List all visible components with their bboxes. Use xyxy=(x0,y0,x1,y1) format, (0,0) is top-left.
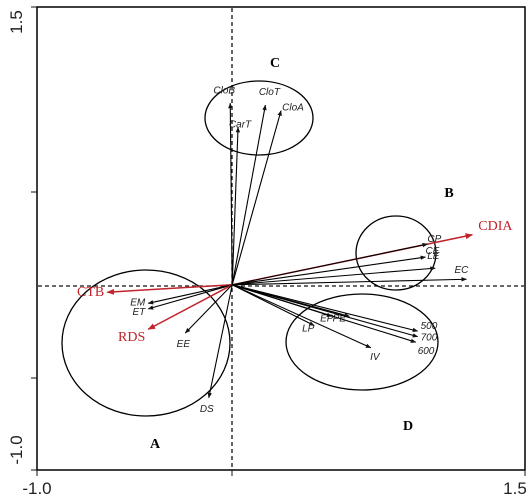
group-ellipse-d xyxy=(285,293,439,391)
vector-arrow-ce xyxy=(232,255,426,286)
group-ellipse-b xyxy=(355,215,437,291)
vector-arrow-ee xyxy=(184,284,233,334)
vector-label-cp: CP xyxy=(427,234,441,245)
vector-label-ec: EC xyxy=(454,265,469,276)
vector-arrow-le xyxy=(232,266,436,286)
vector-arrow-cart xyxy=(231,126,241,285)
group-ellipse-c xyxy=(204,80,314,156)
group-ellipse-a xyxy=(61,269,231,417)
vector-label-ds: DS xyxy=(200,404,214,415)
vector-label-clot: CloT xyxy=(259,87,281,98)
x-tick-label-left: -1.0 xyxy=(22,479,51,498)
vector-label-500: 500 xyxy=(421,321,438,332)
vector-label-ctb: CTB xyxy=(77,285,104,300)
vector-label-le: LE xyxy=(427,251,440,262)
vector-label-em: EM xyxy=(130,297,146,308)
vector-label-iv: IV xyxy=(370,352,381,363)
axis-ticks xyxy=(31,6,526,476)
vector-label-lp: LP xyxy=(302,324,315,335)
vector-label-cdia: CDIA xyxy=(478,219,513,234)
vector-label-cart: CarT xyxy=(229,119,252,130)
vector-arrow-500 xyxy=(232,284,419,333)
vector-label-clob: CloB xyxy=(213,85,235,96)
y-tick-label-top: 1.5 xyxy=(7,10,26,34)
vector-arrow-iv xyxy=(231,284,372,349)
vector-arrow-em xyxy=(147,284,233,305)
vector-arrow-ctb xyxy=(106,284,233,295)
x-tick-label-right: 1.5 xyxy=(503,479,527,498)
vector-arrow-cloa xyxy=(231,110,282,285)
group-label-b: B xyxy=(444,186,453,201)
vector-arrow-et xyxy=(147,284,233,310)
vector-arrow-ec xyxy=(232,277,467,286)
vector-label-ep: EP xyxy=(320,313,334,324)
vector-arrow-ds xyxy=(207,284,233,399)
plot-frame xyxy=(36,6,526,471)
vector-arrow-rds xyxy=(147,284,233,330)
vector-label-et: ET xyxy=(132,307,146,318)
vector-label-700: 700 xyxy=(421,333,438,344)
vector-arrow-clot xyxy=(231,104,267,285)
vector-arrow-cp xyxy=(232,242,428,286)
vector-arrow-600 xyxy=(232,284,417,343)
vector-label-cloa: CloA xyxy=(282,103,304,114)
y-tick-label-bottom: -1.0 xyxy=(7,435,26,464)
group-label-a: A xyxy=(150,437,161,452)
group-label-c: C xyxy=(270,56,280,71)
vector-label-ee: EE xyxy=(177,339,191,350)
group-label-d: D xyxy=(403,419,413,434)
vector-arrow-700 xyxy=(232,284,419,338)
vector-label-rds: RDS xyxy=(118,330,145,345)
vector-label-ce: CE xyxy=(425,246,439,257)
vector-arrow-clob xyxy=(228,102,233,285)
vector-label-600: 600 xyxy=(418,346,435,357)
